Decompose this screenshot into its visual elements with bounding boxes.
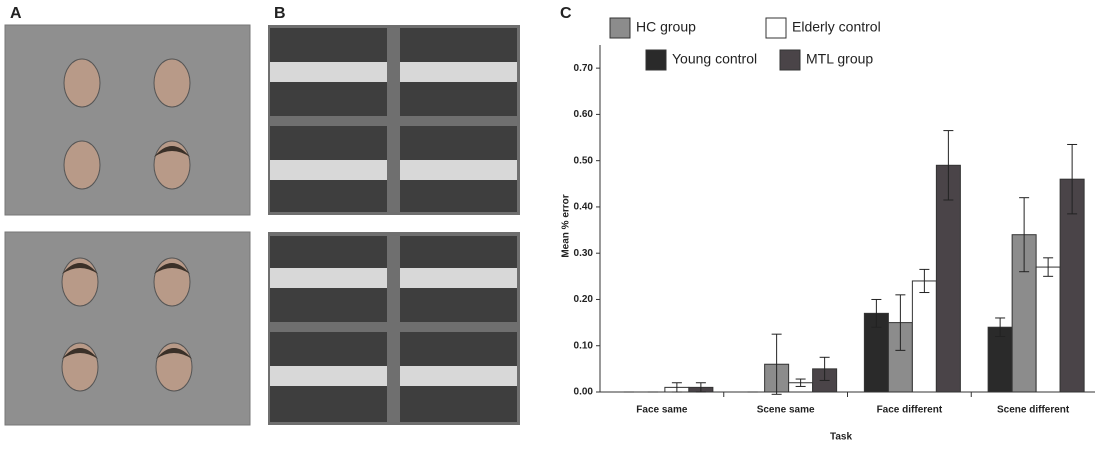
x-tick-label: Face same <box>636 405 688 416</box>
error-bar <box>995 317 1006 337</box>
error-bar <box>895 294 906 351</box>
legend-label: HC group <box>636 19 696 35</box>
x-tick-label: Face different <box>877 405 943 416</box>
error-bar <box>695 382 706 393</box>
x-tick-label: Scene same <box>757 405 815 416</box>
error-bar <box>819 356 830 381</box>
legend-label: Young control <box>672 51 757 67</box>
x-tick-label: Scene different <box>997 405 1070 416</box>
y-tick-label: 0.00 <box>574 387 594 398</box>
y-tick-label: 0.20 <box>574 294 594 305</box>
y-tick-label: 0.60 <box>574 109 594 120</box>
error-bar <box>1043 257 1054 277</box>
error-bar <box>1067 143 1078 215</box>
legend-swatch <box>645 49 667 71</box>
face-panel <box>4 24 251 426</box>
y-tick-label: 0.50 <box>574 155 594 166</box>
error-bar <box>919 268 930 294</box>
scene-panel <box>268 25 520 425</box>
x-axis-label: Task <box>830 432 852 443</box>
error-bar <box>943 130 954 201</box>
bar <box>911 280 937 393</box>
y-tick-label: 0.70 <box>574 63 594 74</box>
legend-swatch <box>765 17 787 39</box>
panel-label: C <box>560 5 572 22</box>
legend-swatch <box>609 17 631 39</box>
legend-label: Elderly control <box>792 19 881 35</box>
error-bar <box>795 378 806 387</box>
legend-swatch <box>779 49 801 71</box>
error-bar <box>1019 197 1030 273</box>
y-tick-label: 0.30 <box>574 248 594 259</box>
panel-label: B <box>274 5 286 22</box>
legend-label: MTL group <box>806 51 873 67</box>
y-axis-label: Mean % error <box>561 194 572 257</box>
y-tick-label: 0.40 <box>574 202 594 213</box>
panel-label: A <box>10 5 22 22</box>
error-bar <box>871 298 882 328</box>
bar <box>987 326 1013 393</box>
error-bar <box>771 333 782 395</box>
error-bar <box>671 382 682 393</box>
y-tick-label: 0.10 <box>574 340 594 351</box>
bar <box>1035 266 1061 393</box>
